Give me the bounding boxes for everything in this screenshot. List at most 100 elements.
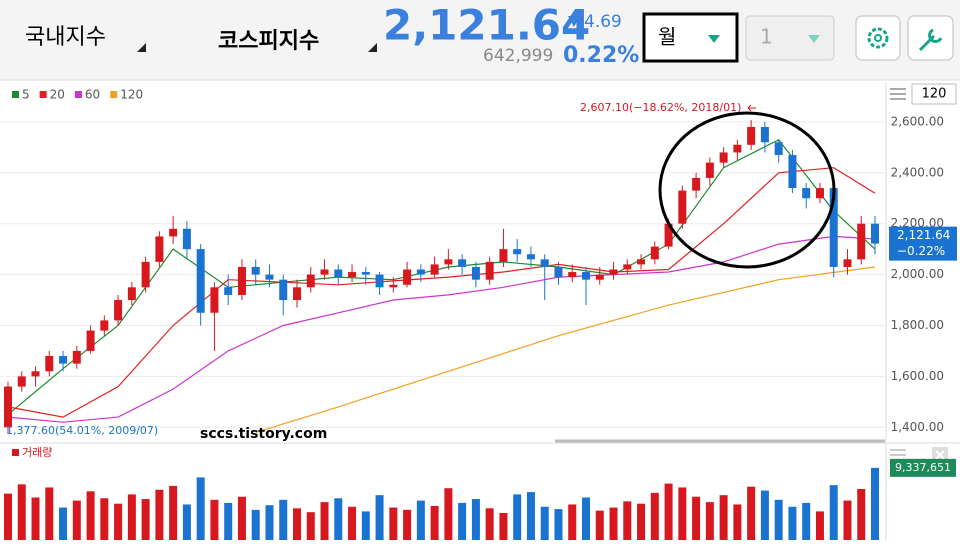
- candle-body: [623, 264, 632, 270]
- candle-body: [719, 152, 728, 163]
- y-tick-label: 1,600.00: [891, 369, 944, 383]
- candle-body: [857, 223, 866, 260]
- candle-body: [664, 223, 673, 247]
- menu-icon[interactable]: [890, 449, 906, 461]
- watermark: sccs.tistory.com: [200, 426, 327, 442]
- moving-average-line: [7, 235, 876, 423]
- volume-bar: [650, 492, 659, 540]
- high-arrow: [747, 104, 756, 112]
- volume-bar: [196, 477, 205, 540]
- volume-bar: [100, 498, 109, 540]
- price-tag-label: 2,121.64: [897, 228, 950, 242]
- volume-bar: [458, 502, 467, 540]
- candle-body: [747, 126, 756, 145]
- volume-bar: [774, 499, 783, 540]
- volume-bar: [141, 499, 150, 540]
- candle-body: [403, 269, 412, 285]
- candle-body: [637, 259, 646, 265]
- period-select[interactable]: [642, 12, 739, 63]
- legend-swatch: [74, 91, 82, 98]
- candle-body: [348, 272, 357, 278]
- candle-body: [568, 272, 577, 278]
- candle-body: [196, 249, 205, 313]
- volume-bar: [471, 499, 480, 540]
- trade-volume: 642,999: [483, 46, 553, 66]
- volume-bar: [114, 503, 123, 540]
- candle-body: [416, 269, 425, 275]
- close-icon: [935, 450, 945, 460]
- volume-bar: [86, 491, 95, 540]
- volume-bar: [802, 502, 811, 540]
- volume-bar: [237, 496, 246, 540]
- wrench-icon: [918, 28, 943, 52]
- volume-bar: [59, 507, 68, 540]
- candle-body: [554, 266, 563, 278]
- volume-bar: [430, 506, 439, 540]
- y-tick-label: 2,000.00: [891, 267, 944, 281]
- candle-body: [774, 142, 783, 155]
- volume-bar: [444, 488, 453, 540]
- candle-body: [389, 284, 398, 288]
- volume-bar: [829, 485, 838, 540]
- volume-bar: [499, 512, 508, 540]
- candle-body: [224, 287, 233, 295]
- candle-body: [251, 266, 260, 275]
- volume-bar: [554, 509, 563, 540]
- volume-bar: [251, 509, 260, 540]
- dropdown-corner: [368, 43, 377, 52]
- volume-bar: [31, 497, 40, 540]
- volume-bar: [513, 494, 522, 540]
- current-price: 2,121.64: [383, 1, 590, 50]
- volume-bar: [609, 507, 618, 540]
- volume-bar: [389, 507, 398, 540]
- volume-bar: [4, 493, 12, 540]
- y-tick-label: 2,400.00: [891, 165, 944, 179]
- price-tag: [889, 226, 957, 261]
- gear-icon: [867, 27, 889, 49]
- candle-body: [582, 272, 590, 280]
- candle-body: [210, 287, 219, 313]
- candle-body: [788, 154, 797, 189]
- menu-icon[interactable]: [890, 88, 906, 100]
- volume-bar: [871, 467, 879, 540]
- volume-bar: [692, 496, 701, 540]
- candle-body: [540, 259, 549, 267]
- volume-bar: [788, 506, 797, 540]
- count-select[interactable]: [745, 15, 835, 61]
- period-input[interactable]: [911, 83, 957, 105]
- candle-body: [871, 223, 879, 244]
- candle-body: [127, 287, 136, 301]
- volume-bar: [306, 512, 315, 540]
- settings-button[interactable]: [855, 15, 901, 61]
- volume-bar: [169, 485, 178, 540]
- volume-bar: [72, 500, 81, 540]
- candle-body: [182, 228, 191, 250]
- candle-body: [650, 246, 659, 260]
- candle-body: [760, 126, 769, 143]
- candle-body: [513, 249, 522, 255]
- volume-bar: [224, 502, 233, 540]
- volume-bar: [293, 508, 301, 540]
- volume-bar: [348, 506, 357, 540]
- candle-body: [72, 350, 81, 364]
- candle-body: [169, 228, 178, 237]
- volume-bar: [623, 501, 632, 540]
- candle-body: [86, 330, 95, 351]
- volume-bar: [127, 494, 136, 540]
- candle-body: [485, 261, 494, 280]
- candle-body: [31, 371, 40, 377]
- candle-body: [430, 264, 439, 275]
- volume-bar: [540, 506, 549, 540]
- index-name[interactable]: 코스피지수: [218, 29, 319, 54]
- candle-body: [829, 188, 838, 267]
- volume-bar: [320, 502, 329, 540]
- candle-body: [59, 356, 68, 364]
- y-tick-label: 2,600.00: [891, 114, 944, 128]
- legend-label: 5: [22, 88, 30, 102]
- volume-bar: [265, 505, 274, 540]
- candle-body: [279, 279, 288, 301]
- volume-bar: [719, 495, 728, 540]
- market-label[interactable]: 국내지수: [25, 25, 106, 50]
- legend-swatch: [39, 91, 47, 98]
- candle-body: [334, 269, 343, 278]
